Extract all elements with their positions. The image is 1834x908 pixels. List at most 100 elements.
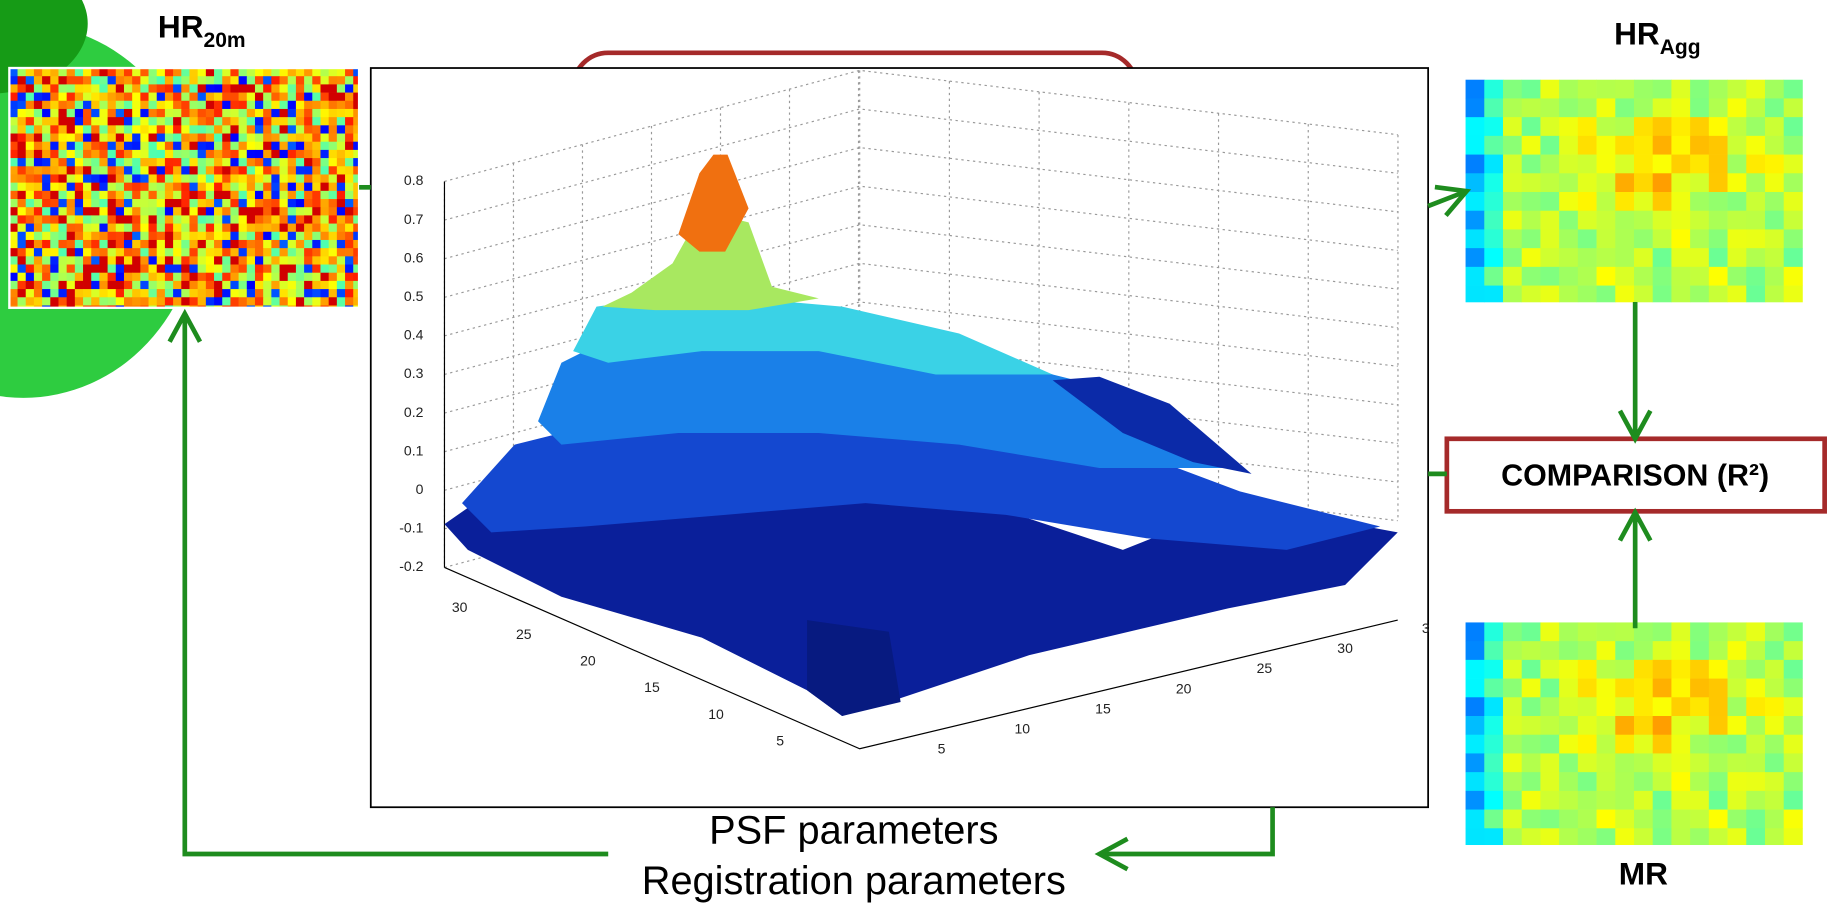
- pixel: [230, 149, 239, 159]
- pixel: [17, 141, 27, 151]
- pixel: [148, 190, 158, 200]
- pixel: [295, 92, 305, 102]
- pixel: [271, 108, 280, 118]
- pixel: [279, 158, 289, 167]
- pixel: [66, 239, 76, 249]
- pixel: [353, 231, 360, 241]
- pixel: [148, 174, 158, 183]
- pixel: [1465, 697, 1485, 717]
- pixel: [33, 117, 43, 126]
- pixel: [279, 68, 289, 77]
- pixel: [271, 264, 280, 274]
- pixel: [238, 280, 248, 290]
- pixel: [230, 272, 239, 282]
- pixel: [1671, 79, 1691, 99]
- pixel: [254, 182, 264, 192]
- pixel: [353, 76, 360, 85]
- pixel: [336, 100, 346, 110]
- pixel: [50, 256, 59, 265]
- pixel: [17, 223, 27, 233]
- pixel: [25, 68, 35, 77]
- x-tick-label: 10: [708, 706, 724, 722]
- grid-line: [444, 108, 1398, 221]
- pixel: [238, 76, 248, 85]
- pixel: [1559, 248, 1579, 268]
- pixel: [1727, 266, 1747, 286]
- pixel: [91, 158, 100, 167]
- pixel: [254, 297, 264, 306]
- pixel: [304, 100, 313, 110]
- pixel: [230, 76, 239, 85]
- pixel: [320, 223, 330, 233]
- pixel: [1746, 697, 1766, 717]
- pixel: [1746, 79, 1766, 99]
- pixel: [1690, 659, 1710, 679]
- pixel: [66, 199, 76, 208]
- z-tick-label: 0.5: [404, 288, 424, 304]
- pixel: [140, 166, 149, 175]
- pixel: [254, 215, 264, 224]
- arrow: [1427, 184, 1472, 217]
- pixel: [1690, 772, 1710, 792]
- pixel: [33, 239, 43, 249]
- pixel: [58, 264, 68, 274]
- pixel: [1764, 678, 1785, 698]
- pixel: [1671, 173, 1691, 193]
- pixel: [222, 190, 231, 200]
- pixel: [1559, 753, 1579, 773]
- pixel: [140, 92, 149, 102]
- pixel: [246, 92, 256, 102]
- pixel: [115, 133, 125, 143]
- pixel: [66, 125, 76, 134]
- pixel: [1746, 622, 1766, 642]
- pixel: [246, 264, 256, 274]
- pixel: [99, 272, 108, 282]
- pixel: [9, 84, 18, 93]
- pixel: [328, 84, 338, 93]
- pixel: [107, 68, 117, 77]
- pixel: [312, 174, 321, 183]
- pixel: [205, 149, 215, 159]
- pixel: [295, 133, 305, 143]
- pixel: [1484, 173, 1504, 193]
- pixel: [336, 239, 346, 249]
- pixel: [156, 272, 166, 282]
- pixel: [254, 125, 264, 134]
- pixel: [132, 133, 141, 143]
- pixel: [1615, 678, 1635, 698]
- pixel: [320, 182, 330, 192]
- pixel: [320, 199, 330, 208]
- pixel: [58, 248, 68, 257]
- pixel: [1764, 117, 1785, 137]
- pixel: [320, 272, 330, 282]
- pixel: [246, 182, 256, 192]
- z-tick-label: -0.1: [399, 520, 423, 536]
- pixel: [312, 100, 321, 110]
- pixel: [83, 207, 92, 216]
- pixel: [33, 108, 43, 118]
- pixel: [140, 239, 149, 249]
- pixel: [58, 68, 68, 77]
- pixel: [328, 76, 338, 85]
- pixel: [345, 190, 354, 200]
- pixel: [132, 141, 141, 151]
- pixel: [132, 215, 141, 224]
- pixel: [173, 84, 182, 93]
- pixel: [1615, 173, 1635, 193]
- pixel: [254, 289, 264, 298]
- pixel: [132, 248, 141, 257]
- pixel: [83, 158, 92, 167]
- pixel: [295, 158, 305, 167]
- pixel: [164, 117, 174, 126]
- pixel: [50, 158, 59, 167]
- pixel: [83, 280, 92, 290]
- pixel: [83, 190, 92, 200]
- pixel: [1615, 809, 1635, 829]
- pixel: [156, 182, 166, 192]
- surface-layer: [573, 298, 1053, 375]
- pixel: [17, 256, 27, 265]
- pixel: [123, 100, 133, 110]
- pixel: [205, 100, 215, 110]
- pixel: [1652, 641, 1672, 661]
- pixel: [148, 100, 158, 110]
